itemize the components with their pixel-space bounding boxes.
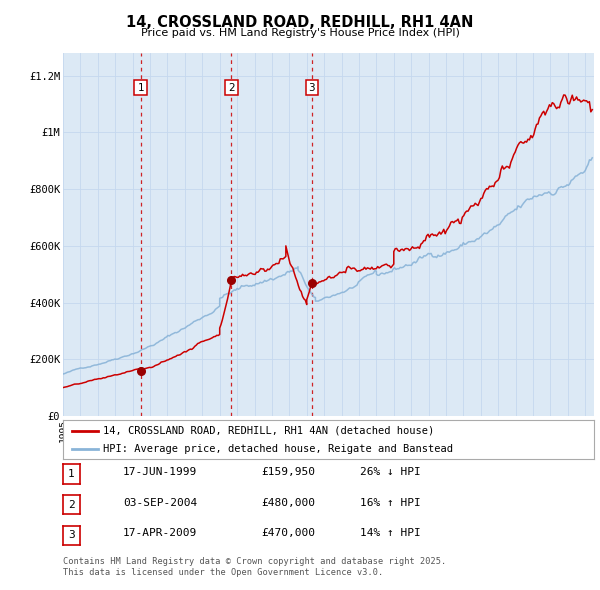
- Text: £470,000: £470,000: [261, 529, 315, 538]
- Text: 16% ↑ HPI: 16% ↑ HPI: [360, 498, 421, 507]
- Text: 26% ↓ HPI: 26% ↓ HPI: [360, 467, 421, 477]
- Text: 1: 1: [137, 83, 144, 93]
- Text: £159,950: £159,950: [261, 467, 315, 477]
- Text: 1: 1: [68, 469, 75, 479]
- Text: 3: 3: [68, 530, 75, 540]
- Text: 17-JUN-1999: 17-JUN-1999: [123, 467, 197, 477]
- Text: £480,000: £480,000: [261, 498, 315, 507]
- Text: 3: 3: [308, 83, 315, 93]
- Text: 03-SEP-2004: 03-SEP-2004: [123, 498, 197, 507]
- Text: 2: 2: [68, 500, 75, 510]
- Text: Price paid vs. HM Land Registry's House Price Index (HPI): Price paid vs. HM Land Registry's House …: [140, 28, 460, 38]
- Text: 2: 2: [228, 83, 235, 93]
- Text: Contains HM Land Registry data © Crown copyright and database right 2025.: Contains HM Land Registry data © Crown c…: [63, 557, 446, 566]
- Text: 14, CROSSLAND ROAD, REDHILL, RH1 4AN (detached house): 14, CROSSLAND ROAD, REDHILL, RH1 4AN (de…: [103, 426, 434, 436]
- Text: 14% ↑ HPI: 14% ↑ HPI: [360, 529, 421, 538]
- Text: This data is licensed under the Open Government Licence v3.0.: This data is licensed under the Open Gov…: [63, 568, 383, 577]
- Text: HPI: Average price, detached house, Reigate and Banstead: HPI: Average price, detached house, Reig…: [103, 444, 453, 454]
- Text: 17-APR-2009: 17-APR-2009: [123, 529, 197, 538]
- Text: 14, CROSSLAND ROAD, REDHILL, RH1 4AN: 14, CROSSLAND ROAD, REDHILL, RH1 4AN: [127, 15, 473, 30]
